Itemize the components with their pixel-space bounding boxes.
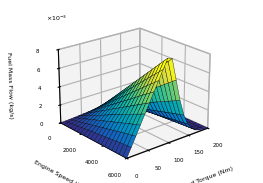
X-axis label: Commanded Torque (Nm): Commanded Torque (Nm) [156,166,234,183]
Text: $\times10^{-3}$: $\times10^{-3}$ [46,14,67,23]
Y-axis label: Engine Speed (RPM): Engine Speed (RPM) [33,160,91,183]
